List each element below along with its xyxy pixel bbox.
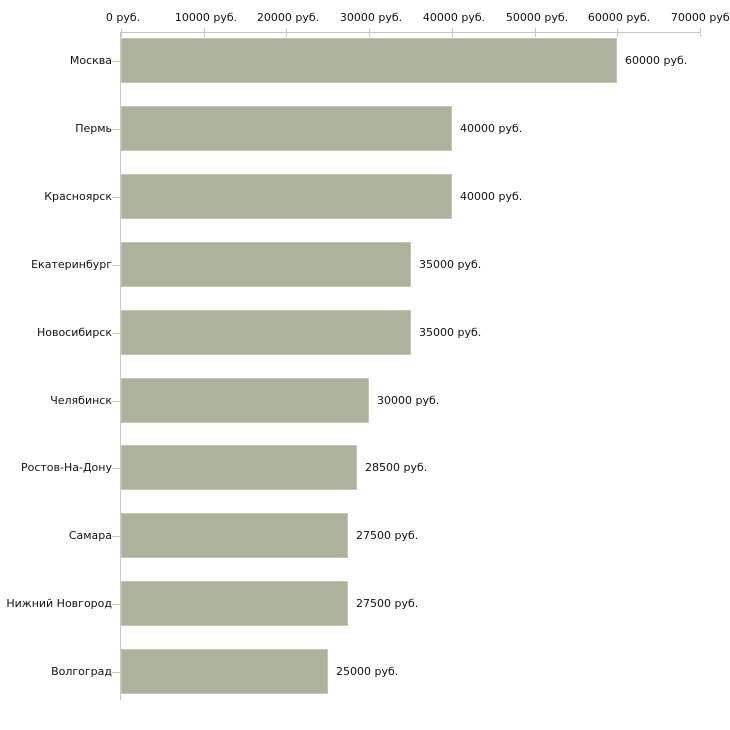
x-axis-tick-label: 70000 руб. (670, 11, 730, 24)
x-axis-tick-label: 40000 руб. (422, 11, 486, 24)
x-axis-tick-mark (535, 28, 536, 37)
category-tick-mark (112, 265, 121, 266)
category-label: Москва (69, 54, 112, 67)
value-label: 35000 руб. (419, 258, 482, 271)
bar (121, 513, 348, 558)
x-axis-tick-mark (369, 28, 370, 37)
bar (121, 174, 452, 219)
bar (121, 242, 411, 287)
category-label: Ростов-На-Дону (20, 461, 112, 474)
x-axis-tick-mark (700, 28, 701, 37)
category-label: Красноярск (44, 190, 112, 203)
bar (121, 378, 369, 423)
category-tick-mark (112, 129, 121, 130)
x-axis-tick-mark (617, 28, 618, 37)
value-label: 60000 руб. (625, 54, 688, 67)
value-label: 27500 руб. (356, 597, 419, 610)
x-axis-tick-mark (452, 28, 453, 37)
x-axis-line (121, 32, 701, 33)
bar (121, 106, 452, 151)
category-label: Новосибирск (36, 326, 112, 339)
y-axis-line (120, 32, 121, 700)
x-axis-tick-label: 0 руб. (105, 11, 141, 24)
x-axis-tick-label: 20000 руб. (256, 11, 320, 24)
x-axis-tick-label: 60000 руб. (587, 11, 651, 24)
x-axis-tick-mark (121, 28, 122, 37)
x-axis-tick-mark (286, 28, 287, 37)
category-tick-mark (112, 197, 121, 198)
category-tick-mark (112, 401, 121, 402)
category-tick-mark (112, 333, 121, 334)
category-tick-mark (112, 468, 121, 469)
bar (121, 581, 348, 626)
category-label: Нижний Новгород (6, 597, 112, 610)
bar (121, 445, 357, 490)
value-label: 25000 руб. (336, 665, 399, 678)
value-label: 27500 руб. (356, 529, 419, 542)
bar (121, 310, 411, 355)
bar (121, 649, 328, 694)
x-axis-tick-label: 10000 руб. (174, 11, 238, 24)
value-label: 40000 руб. (460, 122, 523, 135)
value-label: 35000 руб. (419, 326, 482, 339)
category-label: Челябинск (50, 394, 112, 407)
x-axis-tick-label: 50000 руб. (505, 11, 569, 24)
category-tick-mark (112, 536, 121, 537)
category-label: Волгоград (51, 665, 112, 678)
category-label: Пермь (75, 122, 112, 135)
value-label: 28500 руб. (365, 461, 428, 474)
category-label: Самара (68, 529, 112, 542)
category-tick-mark (112, 61, 121, 62)
value-label: 40000 руб. (460, 190, 523, 203)
bar (121, 38, 617, 83)
category-label: Екатеринбург (31, 258, 112, 271)
value-label: 30000 руб. (377, 394, 440, 407)
x-axis-tick-label: 30000 руб. (339, 11, 403, 24)
x-axis-tick-mark (204, 28, 205, 37)
category-tick-mark (112, 604, 121, 605)
category-tick-mark (112, 672, 121, 673)
